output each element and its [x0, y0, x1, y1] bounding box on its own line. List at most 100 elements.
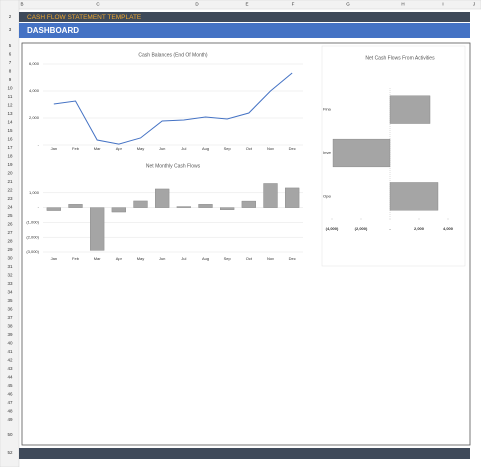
x-tick-label: 2,000 — [414, 226, 425, 231]
bar — [133, 200, 148, 208]
row-number: 45 — [7, 383, 13, 388]
row-number: 19 — [7, 162, 13, 167]
row-number: 18 — [7, 154, 13, 159]
x-tick-label: Oct — [246, 256, 253, 261]
category-label: Operating Activities — [323, 193, 357, 198]
x-tick-label: 4,000 — [443, 226, 454, 231]
row-number: 11 — [8, 94, 13, 99]
x-tick-label: Jul — [181, 256, 186, 261]
column-header: F — [292, 2, 295, 7]
bar — [389, 182, 439, 211]
row-number: 33 — [7, 281, 13, 286]
column-header: J — [473, 2, 475, 7]
y-tick-label: (1,000) — [26, 219, 39, 224]
row-number: 8 — [9, 69, 12, 74]
row-number: 5 — [9, 43, 12, 48]
column-header: I — [442, 2, 443, 7]
row-number: 10 — [7, 86, 13, 91]
row-number: 44 — [7, 375, 13, 380]
row-header-bar — [0, 0, 20, 467]
row-number: 46 — [7, 392, 13, 397]
bar — [241, 200, 256, 208]
row-number: 3 — [9, 27, 12, 32]
row-number: 9 — [9, 77, 12, 82]
chart-title: Net Monthly Cash Flows — [146, 163, 201, 169]
row-number: 34 — [7, 290, 13, 295]
bar — [220, 207, 235, 210]
bar — [155, 188, 170, 208]
y-tick-label: - — [38, 205, 40, 210]
x-tick-label: May — [137, 256, 145, 261]
row-number: 14 — [7, 120, 13, 125]
row-number: 49 — [7, 417, 13, 422]
row-number: 38 — [7, 324, 13, 329]
y-tick-label: 4,000 — [29, 88, 40, 93]
x-tick-label: Nov — [267, 256, 274, 261]
y-tick-label: 1,000 — [29, 190, 40, 195]
column-header-bar — [0, 0, 481, 10]
x-tick-label: Jan — [51, 146, 57, 151]
x-tick-label: Apr — [116, 146, 123, 151]
row-number: 28 — [7, 239, 13, 244]
column-header: C — [96, 2, 100, 7]
row-number: 41 — [7, 349, 13, 354]
x-tick-label: Dec — [289, 256, 296, 261]
cash-balance-line — [53, 72, 293, 145]
x-tick-label: Apr — [116, 256, 123, 261]
row-number: 43 — [7, 366, 13, 371]
y-tick-label: 2,000 — [29, 115, 40, 120]
bar — [176, 206, 191, 208]
row-number: 21 — [7, 179, 13, 184]
bar — [332, 138, 391, 168]
x-tick-label: - — [389, 226, 391, 231]
row-number: 32 — [7, 273, 13, 278]
column-header: B — [20, 2, 23, 7]
row-number: 25 — [7, 213, 13, 218]
row-number: 12 — [7, 103, 13, 108]
x-tick-label: Oct — [246, 146, 253, 151]
bar — [285, 187, 300, 208]
chart-title: Net Cash Flows From Activities — [365, 55, 435, 61]
column-header: E — [245, 2, 248, 7]
bar — [263, 183, 278, 208]
sheet-title: CASH FLOW STATEMENT TEMPLATE — [27, 14, 142, 21]
row-number: 13 — [7, 111, 13, 116]
x-tick-label: Aug — [202, 146, 209, 151]
chart-title: Cash Balances (End Of Month) — [138, 52, 208, 58]
x-tick-label: Feb — [72, 146, 80, 151]
x-tick-label: (4,000) — [326, 226, 339, 231]
x-tick-label: May — [137, 146, 145, 151]
x-tick-label: Jul — [181, 146, 186, 151]
row-number: 35 — [7, 298, 13, 303]
y-tick-label: - — [38, 142, 40, 147]
x-tick-label: Nov — [267, 146, 274, 151]
row-number: 24 — [7, 205, 13, 210]
bar — [198, 204, 213, 208]
row-number: 42 — [7, 358, 13, 363]
bar — [46, 207, 61, 211]
y-tick-label: 6,000 — [29, 61, 40, 66]
category-label: Investing Activities — [323, 150, 356, 155]
row-number: 30 — [7, 256, 13, 261]
footer-bar — [19, 448, 470, 459]
row-number: 22 — [7, 188, 13, 193]
row-number: 2 — [9, 14, 12, 19]
row-number: 6 — [9, 52, 12, 57]
row-number: 17 — [7, 145, 13, 150]
bar — [90, 207, 105, 251]
row-number: 16 — [7, 137, 13, 142]
x-tick-label: Aug — [202, 256, 209, 261]
column-header: G — [346, 2, 350, 7]
x-tick-label: Dec — [289, 146, 296, 151]
row-number: 27 — [7, 230, 13, 235]
row-number: 37 — [7, 315, 13, 320]
x-tick-label: (2,000) — [355, 226, 368, 231]
y-tick-label: (3,000) — [26, 249, 39, 254]
row-number: 7 — [9, 60, 12, 65]
x-tick-label: Jun — [159, 146, 165, 151]
column-header: D — [195, 2, 199, 7]
x-tick-label: Jan — [51, 256, 57, 261]
row-number: 50 — [7, 432, 13, 437]
y-tick-label: (2,000) — [26, 234, 39, 239]
